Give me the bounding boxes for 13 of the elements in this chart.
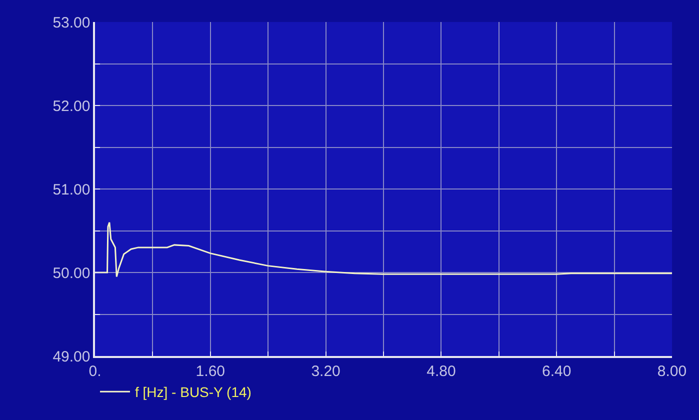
x-tick-label: 0.: [88, 362, 102, 380]
y-tick-label: 51.00: [52, 181, 90, 198]
y-tick-label: 52.00: [52, 98, 90, 115]
legend-label: f [Hz] - BUS-Y (14): [135, 384, 252, 400]
x-tick-label: 4.80: [426, 362, 456, 380]
y-tick-label: 49.00: [52, 348, 90, 366]
x-tick-label: 1.60: [196, 362, 225, 380]
y-tick-label: 50.00: [52, 264, 90, 282]
line-series: [95, 222, 672, 278]
x-tick-label: 3.20: [311, 362, 340, 380]
x-tick-label: 8.00: [657, 362, 687, 380]
x-tick-label: 6.40: [542, 362, 572, 380]
y-tick-label: 53.00: [52, 14, 90, 32]
